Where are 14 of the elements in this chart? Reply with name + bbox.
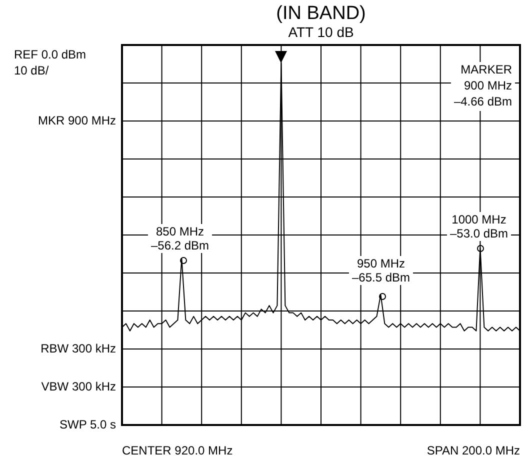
chart-title: (IN BAND) xyxy=(276,3,366,24)
annotation: 850 MHz –56.2 dBm xyxy=(150,224,210,252)
text: SWP 5.0 s xyxy=(60,417,116,432)
annotation: 950 MHz –65.5 dBm xyxy=(352,256,410,284)
annotation: MARKER 900 MHz –4.66 dBm xyxy=(454,62,512,108)
text: RBW 300 kHz xyxy=(40,341,116,356)
text: CENTER 920.0 MHz xyxy=(122,443,233,458)
text: VBW 300 kHz xyxy=(41,379,116,394)
annotation: 1000 MHz –53.0 dBm xyxy=(450,212,508,240)
chart-subtitle: ATT 10 dB xyxy=(288,24,354,40)
text: SPAN 200.0 MHz xyxy=(426,443,520,458)
text: MKR 900 MHz xyxy=(38,113,116,128)
text: 10 dB/ xyxy=(14,63,50,78)
text: REF 0.0 dBm xyxy=(14,47,86,62)
